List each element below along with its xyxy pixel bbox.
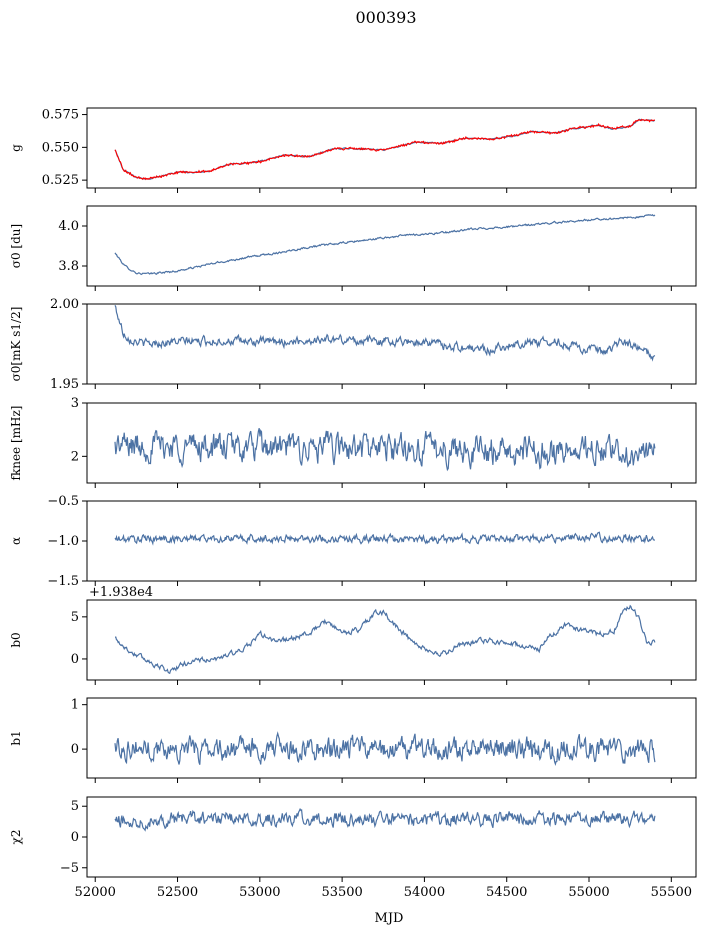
x-tick-label: 53000 — [239, 885, 280, 900]
y-tick-label: −1.5 — [47, 574, 79, 589]
y-axis-label: α — [9, 537, 23, 545]
subplot-2: 3.8 4.0 σ0 [du] — [9, 205, 697, 291]
series-line — [114, 531, 655, 546]
x-tick-label: 55000 — [568, 885, 609, 900]
y-axis-label: g — [9, 144, 23, 152]
y-tick-label: 0 — [71, 652, 79, 667]
y-tick-label: 2.00 — [50, 297, 79, 312]
subplot-8: −5 0 5 52000 52500 53000 53500 54000 54500 55000 5… — [9, 796, 697, 900]
y-tick-label: 2 — [71, 449, 79, 464]
y-tick-label: 0 — [71, 742, 79, 757]
x-tick-label: 53500 — [321, 885, 362, 900]
y-axis-label: b1 — [9, 730, 23, 745]
series-line — [115, 604, 656, 675]
axes-frame — [86, 205, 697, 287]
y-tick-label: −5 — [60, 861, 79, 876]
y-tick-label: −0.5 — [47, 494, 79, 509]
series-line — [114, 807, 656, 832]
y-tick-label: 0.525 — [42, 173, 79, 188]
figure-title: 000393 — [355, 8, 416, 27]
y-axis-label: χ2 — [9, 830, 23, 845]
axes-frame — [86, 697, 697, 779]
x-tick-label: 54000 — [404, 885, 445, 900]
series-line — [114, 213, 656, 276]
subplot-3: 1.95 2.00 σ0[mK s1/2] — [9, 297, 697, 392]
series-line — [114, 118, 655, 181]
subplot-5: −1.5 −1.0 −0.5 α — [9, 494, 697, 589]
y-tick-label: 3.8 — [58, 259, 79, 274]
axes-frame — [86, 107, 697, 189]
axes-frame — [86, 303, 697, 385]
subplot-4: 2 3 fknee [mHz] — [9, 396, 697, 488]
y-tick-label: −1.0 — [47, 534, 79, 549]
y-tick-label: 4.0 — [58, 219, 79, 234]
x-tick-label: 52500 — [157, 885, 198, 900]
subplot-stack: 0.525 0.550 0.575 g 3.8 4.0 σ0 [du] 1.95 2.00 σ0[… — [9, 107, 697, 900]
subplot-6: 0 5 b0 +1.938e4 — [9, 585, 697, 685]
subplot-1: 0.525 0.550 0.575 g — [9, 107, 697, 193]
y-tick-label: 0 — [71, 830, 79, 845]
y-axis-label: σ0[mK s1/2] — [9, 307, 23, 382]
y-tick-label: 5 — [71, 799, 79, 814]
y-tick-label: 1.95 — [50, 377, 79, 392]
y-axis-label: σ0 [du] — [9, 224, 23, 268]
y-tick-label: 0.550 — [42, 140, 79, 155]
x-tick-label: 54500 — [486, 885, 527, 900]
y-tick-label: 1 — [71, 698, 79, 713]
y-tick-label: 5 — [71, 610, 79, 625]
y-axis-label: b0 — [9, 632, 23, 647]
x-tick-label: 55500 — [651, 885, 692, 900]
x-tick-label: 52000 — [75, 885, 116, 900]
axes-frame — [86, 599, 697, 681]
series-line — [114, 731, 656, 766]
series-line — [114, 305, 656, 362]
x-axis-label: MJD — [375, 911, 404, 926]
axes-frame — [86, 402, 697, 484]
y-tick-label: 0.575 — [42, 108, 79, 123]
axes-frame — [86, 796, 697, 878]
series-line — [114, 428, 656, 472]
axes-frame — [86, 500, 697, 582]
y-tick-label: 3 — [71, 396, 79, 411]
y-axis-label: fknee [mHz] — [9, 406, 23, 481]
y-offset-text: +1.938e4 — [89, 585, 153, 600]
subplot-7: 0 1 b1 — [9, 697, 697, 783]
